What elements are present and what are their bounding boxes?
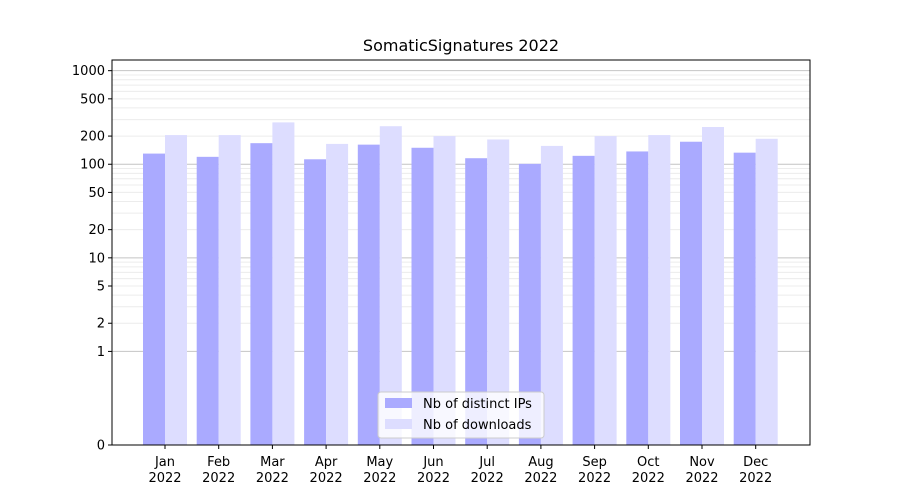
bar-downloads [648, 135, 671, 445]
x-tick-label-month: Jul [478, 455, 495, 470]
x-tick-label-year: 2022 [202, 471, 235, 486]
x-tick-label-month: Oct [637, 455, 659, 470]
x-tick-label-month: Jan [154, 455, 175, 470]
chart-title: SomaticSignatures 2022 [363, 36, 559, 55]
x-tick-label-year: 2022 [632, 471, 665, 486]
y-tick-label: 5 [97, 280, 105, 295]
bar-downloads [218, 135, 241, 445]
y-tick-label: 500 [80, 92, 105, 107]
y-tick-label: 2 [97, 317, 105, 332]
y-tick-label: 10 [88, 251, 105, 266]
bar-downloads [594, 136, 617, 446]
legend-swatch-distinct-ips [385, 398, 412, 408]
bar-downloads [755, 138, 778, 445]
x-tick-label-year: 2022 [471, 471, 504, 486]
x-tick-label-year: 2022 [256, 471, 289, 486]
legend-label-distinct-ips: Nb of distinct IPs [423, 397, 532, 412]
x-tick-label-month: Feb [207, 455, 230, 470]
bar-distinct-ips [250, 143, 273, 445]
legend-swatch-downloads [385, 419, 412, 429]
bar-downloads [326, 143, 349, 445]
bar-distinct-ips [465, 158, 488, 446]
legend-box [377, 391, 545, 439]
x-tick-label-month: May [366, 455, 393, 470]
y-tick-label: 100 [80, 158, 105, 173]
x-axis: Jan2022Feb2022Mar2022Apr2022May2022Jun20… [148, 445, 772, 486]
legend-label-downloads: Nb of downloads [423, 418, 532, 433]
bar-downloads [540, 145, 563, 445]
y-tick-label: 20 [88, 223, 105, 238]
y-tick-label: 0 [97, 439, 105, 454]
bar-downloads [272, 122, 295, 445]
bar-distinct-ips [572, 155, 595, 445]
x-tick-label-month: Jun [422, 455, 443, 470]
plot-frame [111, 59, 811, 446]
bar-distinct-ips [680, 141, 702, 445]
bar-downloads [487, 139, 510, 445]
bar-distinct-ips [411, 147, 434, 445]
bar-distinct-ips [143, 153, 165, 446]
x-tick-label-year: 2022 [310, 471, 343, 486]
bars [143, 122, 778, 446]
x-tick-label-month: Nov [689, 455, 715, 470]
x-tick-label-year: 2022 [417, 471, 450, 486]
y-tick-label: 1 [97, 345, 105, 360]
legend: Nb of distinct IPs Nb of downloads [377, 391, 545, 439]
y-axis: 0 1 2 5 10 20 50 100 200 500 1000 [72, 64, 112, 454]
y-tick-label: 50 [88, 186, 105, 201]
bar-distinct-ips [196, 156, 219, 446]
y-tick-label: 1000 [72, 64, 105, 79]
bar-downloads [433, 136, 456, 446]
bar-downloads [702, 127, 724, 445]
x-tick-label-month: Apr [315, 455, 338, 470]
bar-downloads [165, 135, 187, 445]
x-tick-label-year: 2022 [578, 471, 611, 486]
bar-downloads [379, 126, 402, 445]
bar-distinct-ips [304, 159, 327, 446]
x-tick-label-year: 2022 [524, 471, 557, 486]
bar-distinct-ips [518, 163, 541, 445]
x-tick-label-month: Sep [582, 455, 607, 470]
x-tick-label-month: Aug [528, 455, 553, 470]
x-tick-label-year: 2022 [363, 471, 396, 486]
x-tick-label-year: 2022 [685, 471, 718, 486]
bar-distinct-ips [626, 151, 649, 446]
bar-distinct-ips [733, 152, 756, 445]
bar-distinct-ips [357, 144, 380, 445]
x-tick-label-year: 2022 [148, 471, 181, 486]
y-tick-label: 200 [80, 130, 105, 145]
x-tick-label-month: Mar [260, 455, 285, 470]
x-tick-label-year: 2022 [739, 471, 772, 486]
x-tick-label-month: Dec [743, 455, 768, 470]
